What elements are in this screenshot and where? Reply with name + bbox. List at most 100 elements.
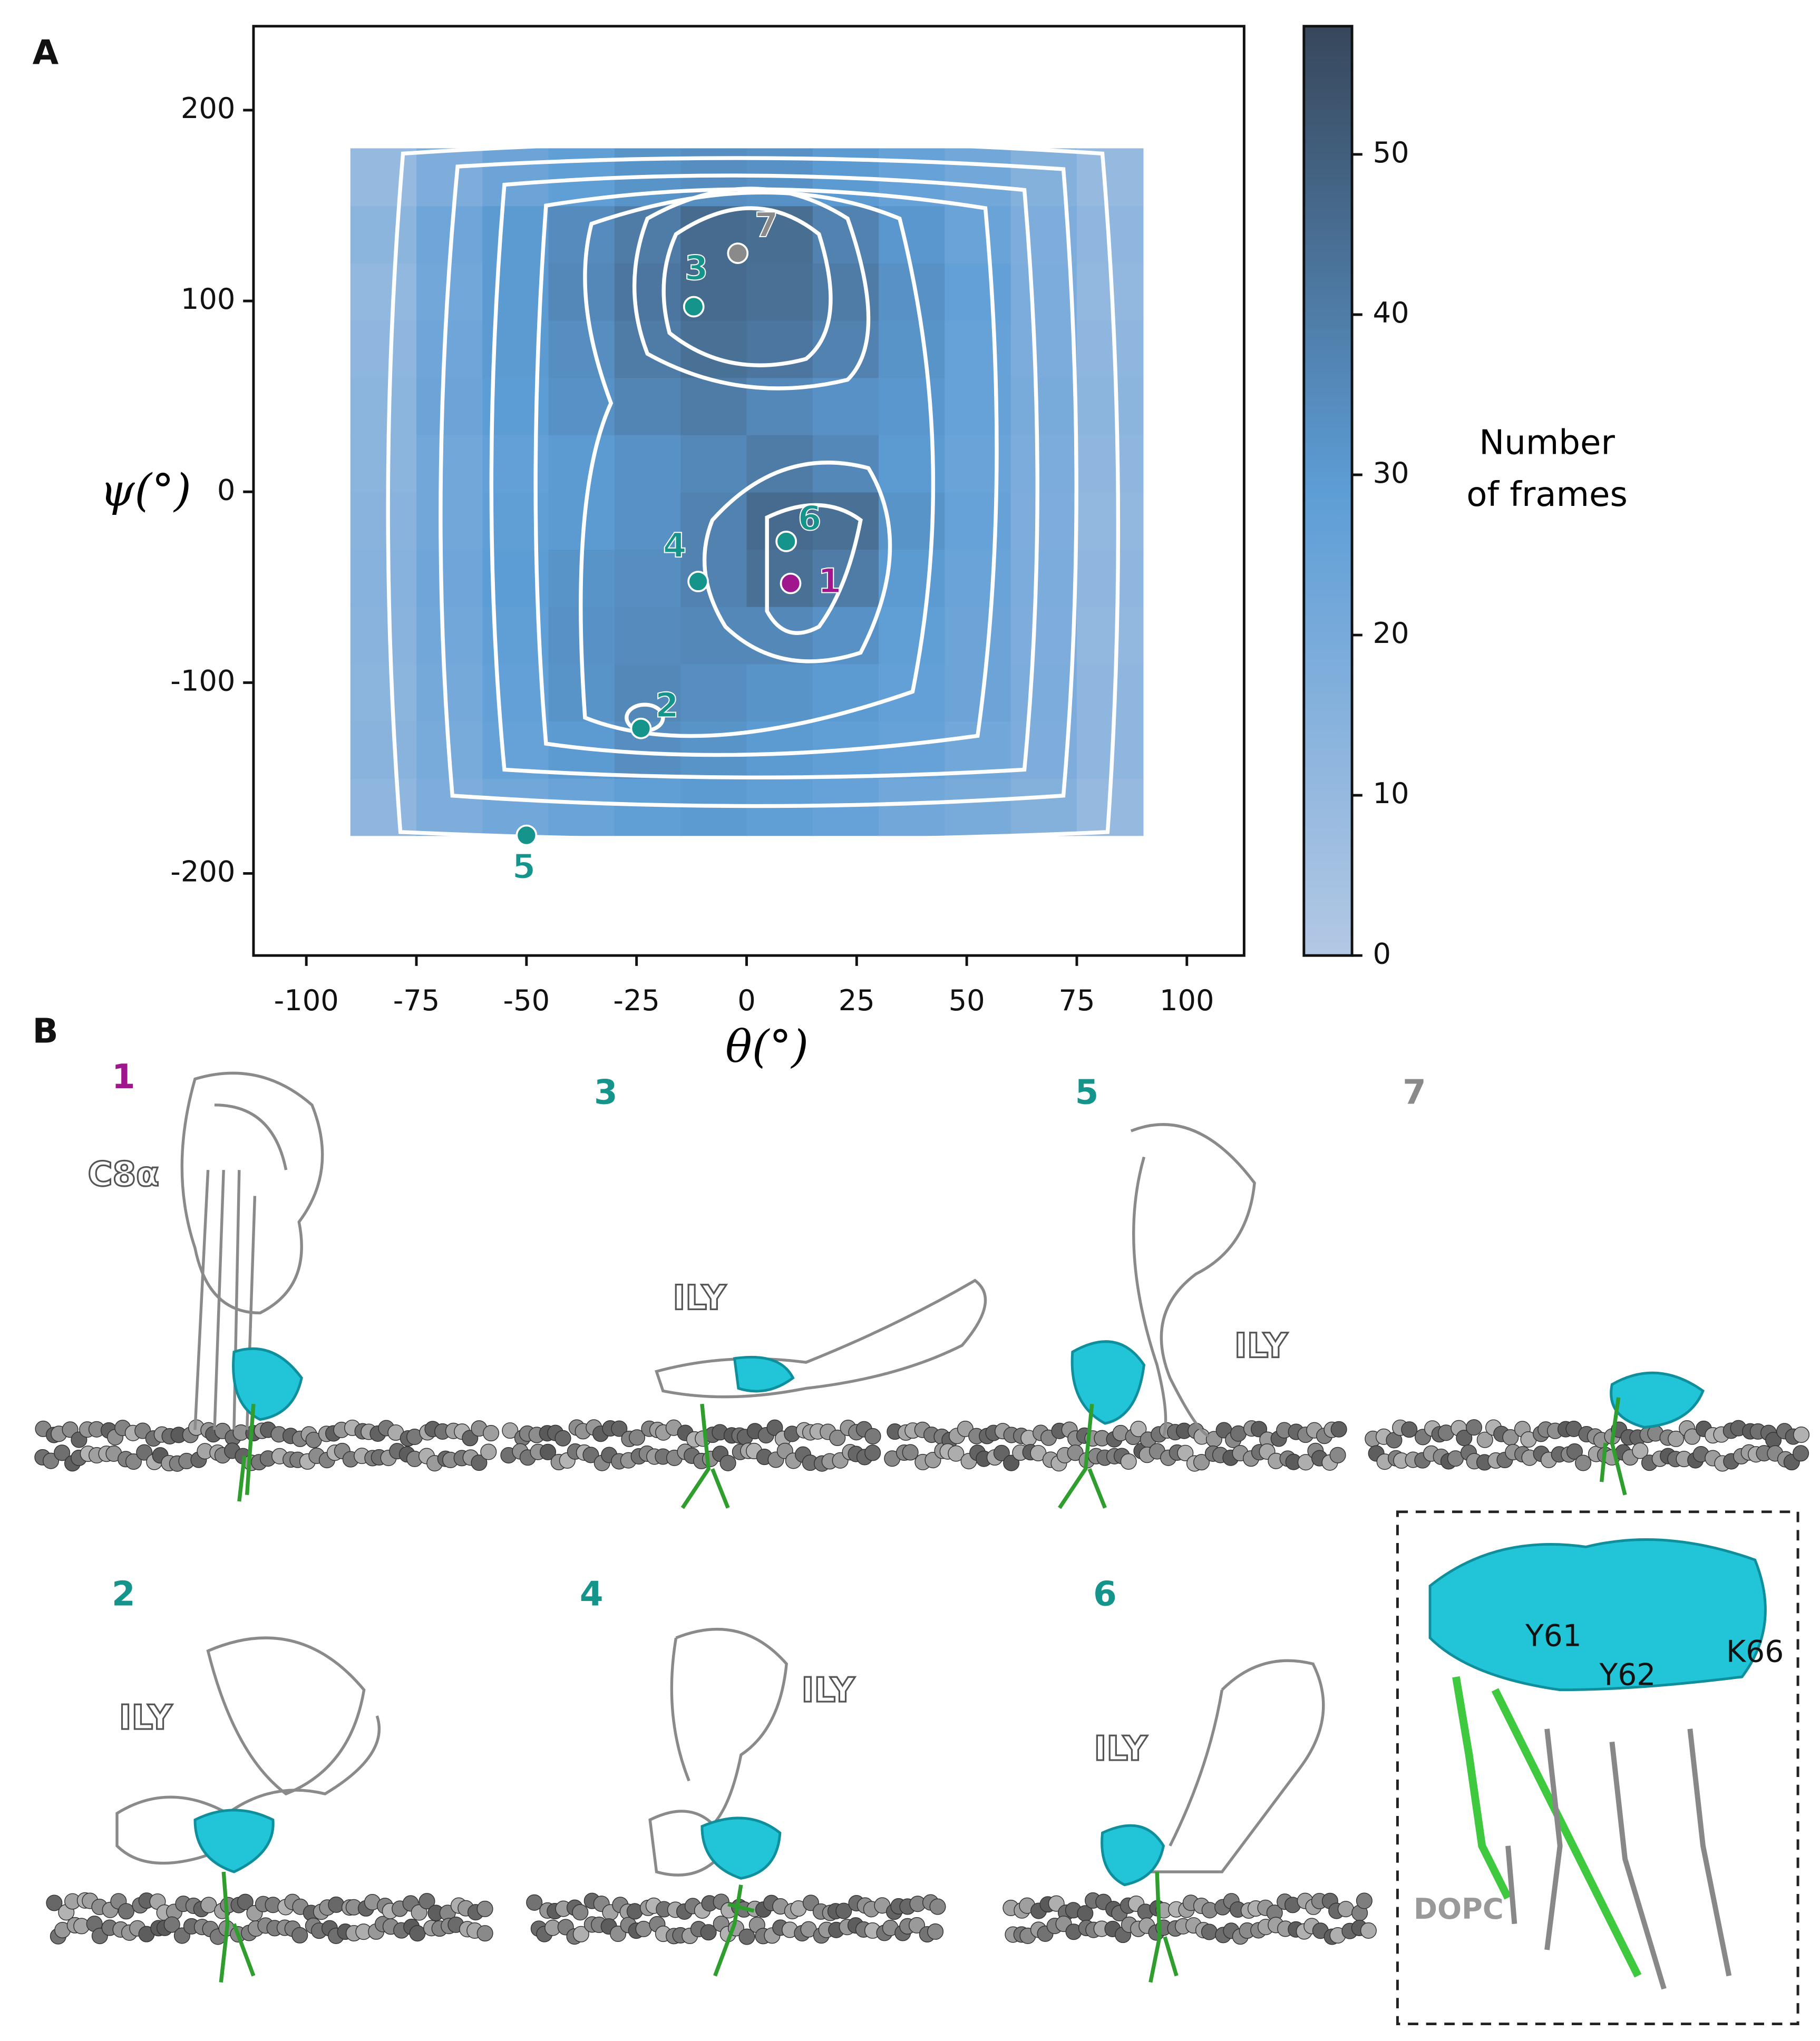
heatmap-cell [1010, 262, 1078, 321]
membrane-bead [1476, 1431, 1493, 1448]
heatmap-cell [1076, 148, 1144, 207]
point [515, 824, 538, 846]
cyan-domain [1610, 1371, 1705, 1429]
heatmap-cell [1010, 434, 1078, 493]
cyan-domain [733, 1355, 795, 1393]
membrane-bead [1329, 1447, 1346, 1463]
membrane-bead [572, 1926, 589, 1942]
heatmap-cell [879, 606, 946, 665]
membrane-bead [418, 1893, 435, 1910]
x-tick-label: -50 [503, 984, 550, 1017]
membrane-bead [1201, 1923, 1218, 1940]
point-label: 2 [655, 686, 679, 725]
membrane-bead [200, 1897, 217, 1913]
membrane-bead [480, 1443, 497, 1460]
heatmap-cell [416, 549, 483, 607]
point-label: 5 [512, 847, 536, 887]
residue-label: Y61 [1525, 1619, 1582, 1654]
inset-frame [1396, 1510, 1799, 2026]
membrane-bead [629, 1429, 646, 1446]
colorbar-tick-label: 40 [1373, 296, 1409, 329]
lipid [1452, 1676, 1642, 1978]
protein [655, 1278, 987, 1399]
membrane-bead [540, 1443, 557, 1460]
frame-number: 3 [594, 1073, 618, 1112]
heatmap-cell [416, 377, 483, 435]
cyan-domain [1101, 1824, 1165, 1887]
point [780, 572, 802, 594]
x-tick-label: 25 [839, 984, 875, 1017]
heatmap-cell [1010, 320, 1078, 378]
membrane-bead [635, 1920, 652, 1937]
heatmap-cell [1010, 549, 1078, 607]
heatmap-cell [945, 492, 1011, 550]
heatmap-cell [416, 492, 483, 550]
point-label: 3 [685, 249, 708, 288]
heatmap-cell [1010, 492, 1078, 550]
y-axis-label: ψ(°) [100, 465, 191, 516]
membrane-bead [291, 1927, 308, 1944]
cyan-domain [193, 1809, 275, 1873]
membrane-bead [237, 1893, 254, 1910]
membrane-bead [526, 1894, 543, 1911]
x-tick-label: -75 [393, 984, 440, 1017]
lipid [237, 1403, 256, 1502]
heatmap-cell [945, 262, 1011, 321]
membrane-bead [700, 1924, 717, 1941]
protein [1130, 1123, 1256, 1438]
point-label: 4 [663, 526, 687, 565]
heatmap-cell [945, 148, 1011, 207]
heatmap-cell [746, 606, 814, 665]
membrane-bead [1193, 1454, 1210, 1471]
heatmap-cell [945, 778, 1011, 836]
protein [1144, 1659, 1325, 1873]
heatmap-cell [482, 663, 549, 722]
heatmap-cell [350, 148, 417, 207]
heatmap-cell [416, 606, 483, 665]
heatmap-cell [350, 720, 417, 779]
colorbar-tick-label: 30 [1373, 456, 1409, 490]
colorbar-label: of frames [1466, 475, 1628, 514]
membrane-bead [1465, 1419, 1483, 1436]
lipid [219, 1871, 256, 1983]
membrane-bead [1330, 1421, 1347, 1438]
membrane-bead [1401, 1421, 1418, 1438]
membrane-bead [1632, 1442, 1649, 1459]
membrane-bead [54, 1444, 71, 1461]
heatmap-cell [416, 148, 483, 207]
point [687, 571, 709, 592]
heatmap-cell [945, 549, 1011, 607]
heatmap-cell [350, 492, 417, 550]
membrane-bead [328, 1896, 345, 1913]
x-tick-label: 100 [1160, 984, 1214, 1017]
membrane-bead [902, 1444, 919, 1461]
heatmap-cell [548, 778, 616, 836]
heatmap-cell [879, 778, 946, 836]
colorbar-tick-label: 10 [1373, 777, 1409, 810]
x-tick-label: 0 [737, 984, 756, 1017]
contour [632, 187, 871, 390]
heatmap-cell [879, 434, 946, 493]
colorbar-tick-label: 20 [1373, 617, 1409, 650]
contour [439, 156, 1078, 808]
heatmap-cell [680, 663, 747, 722]
membrane-bead [1130, 1421, 1147, 1438]
structures [115, 1071, 1705, 1983]
membrane-bead [411, 1904, 427, 1921]
lipid [1599, 1397, 1627, 1496]
membrane-bead [766, 1419, 783, 1436]
membrane-bead [483, 1425, 500, 1442]
protein-label: ILY [119, 1698, 173, 1737]
membrane-bead [118, 1903, 134, 1920]
membrane-bead [476, 1925, 493, 1942]
point-label: 1 [818, 562, 842, 601]
protein-label: ILY [1234, 1326, 1289, 1366]
heatmap-cell [614, 262, 682, 321]
heatmap-cell [746, 549, 814, 607]
membrane-bead [864, 1428, 881, 1444]
membrane-bead [948, 1445, 965, 1462]
inset: Y61 Y62 K66 DOPC [1396, 1510, 1799, 2026]
membrane-bead [136, 1444, 153, 1461]
heatmap-cell [746, 320, 814, 378]
frame-number: 2 [112, 1575, 135, 1614]
